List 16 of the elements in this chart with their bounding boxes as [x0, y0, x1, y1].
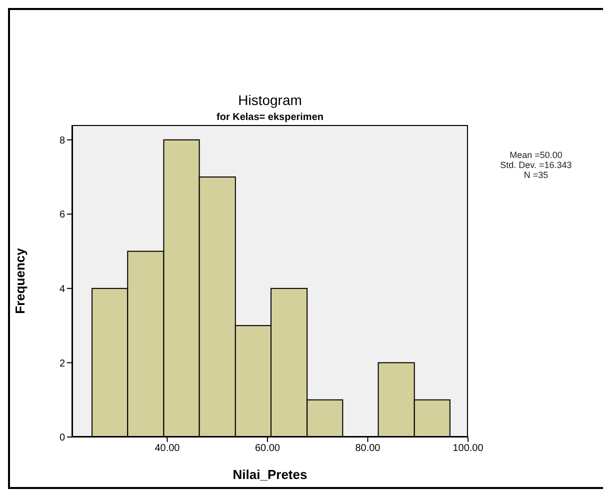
text: Mean =50.00: [508, 150, 564, 160]
x-tick-label: 60.00: [254, 443, 280, 454]
chart-subtitle: for Kelas= eksperimen: [216, 112, 324, 123]
x-tick-label: 80.00: [355, 443, 381, 454]
y-tick-label: 8: [59, 135, 66, 146]
chart-title: Histogram: [237, 92, 303, 108]
y-tick-label: 0: [59, 432, 66, 444]
y-tick-label: 6: [59, 210, 66, 221]
text: N =35: [522, 170, 550, 180]
y-tick-label: 4: [59, 284, 66, 295]
x-tick-label: 40.00: [154, 443, 180, 454]
x-tick-label: 100.00: [452, 443, 484, 454]
y-tick-label: 2: [59, 358, 66, 370]
y-axis-title: Frequency: [12, 247, 28, 314]
text: Std. Dev. =16.343: [499, 160, 573, 170]
x-axis-title: Nilai_Pretes: [232, 467, 308, 482]
